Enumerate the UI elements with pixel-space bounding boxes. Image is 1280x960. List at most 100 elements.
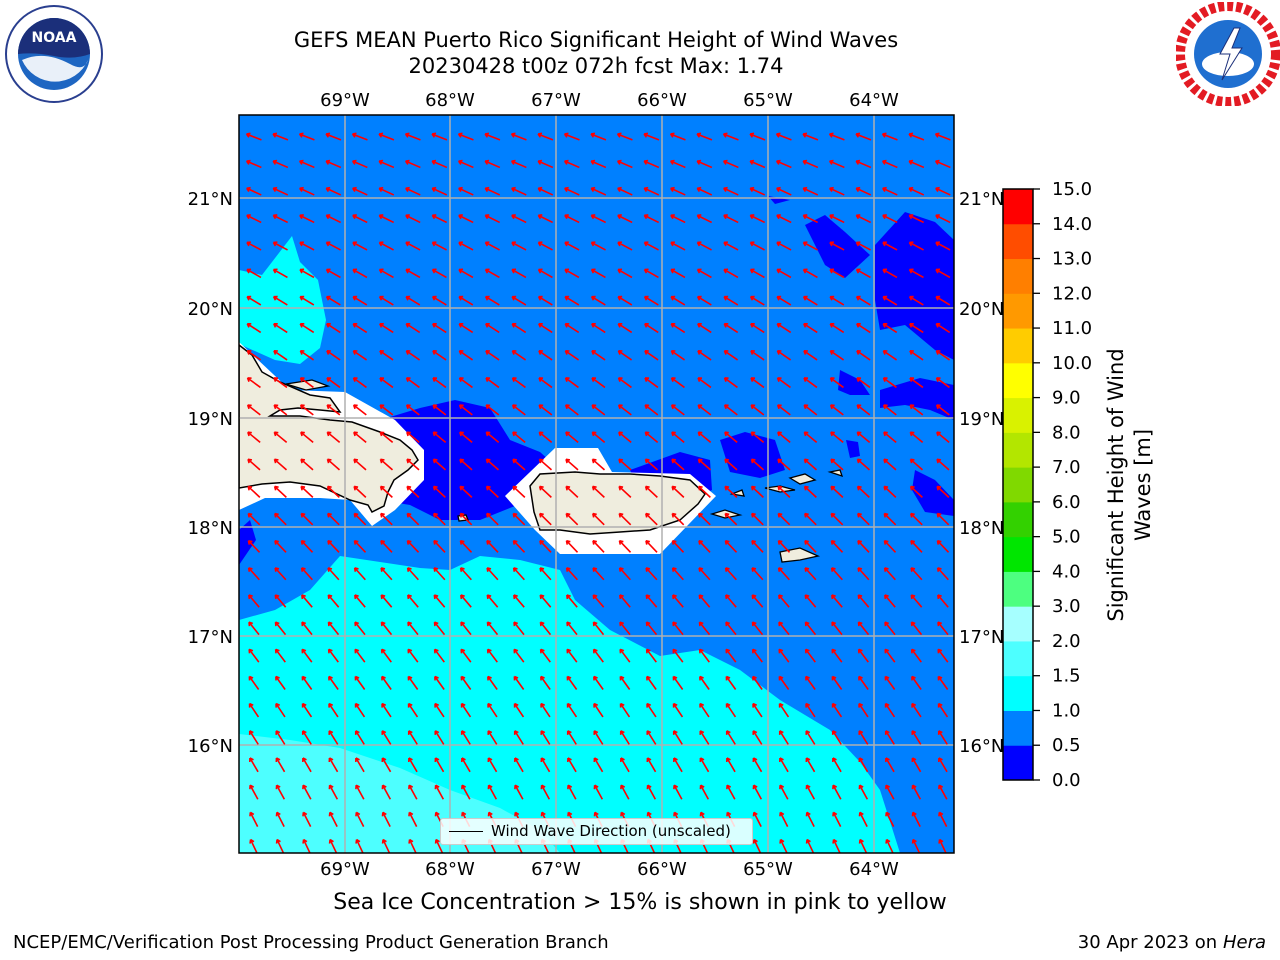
wave-direction-arrow [432,458,447,471]
wave-direction-arrowhead [539,512,544,518]
wave-direction-arrowhead [405,350,411,355]
wave-direction-arrow [458,268,474,279]
wave-direction-arrowhead [726,757,731,763]
wave-direction-arrowhead [512,539,518,545]
wave-direction-arrow [617,323,633,334]
wave-direction-arrowhead [460,621,466,627]
wave-direction-arrow [935,214,951,224]
wave-direction-arrow [327,485,340,498]
lat-label-right: 21°N [959,189,1004,210]
wave-direction-arrowhead [725,675,731,681]
colorbar-segment [1003,189,1033,225]
wave-direction-arrowhead [645,621,651,627]
wave-direction-arrow [804,567,817,581]
wave-direction-arrowhead [274,594,280,600]
wave-direction-arrowhead [908,132,914,138]
wave-direction-arrowhead [434,811,440,817]
wave-direction-arrowhead [909,377,915,382]
wave-direction-arrowhead [431,241,437,247]
wave-direction-arrow [434,784,445,800]
wave-direction-arrowhead [539,621,545,627]
wave-direction-arrowhead [831,675,837,681]
wave-direction-arrowhead [752,838,758,844]
wave-direction-arrow [830,404,844,416]
wave-direction-arrow [513,621,525,636]
wave-direction-arrowhead [512,458,518,464]
wave-direction-arrow [405,187,421,196]
wave-direction-arrowhead [855,241,861,247]
wave-direction-arrow [832,812,842,827]
wave-direction-arrowhead [802,186,808,193]
wave-direction-arrow [434,703,445,718]
wave-direction-arrowhead [353,567,359,572]
wave-direction-arrowhead [565,485,571,491]
wave-direction-arrowhead [513,594,518,600]
wave-direction-arrow [355,784,365,800]
wave-direction-arrowhead [696,159,702,165]
wave-direction-arrow [618,458,632,471]
wave-direction-arrow [882,187,898,196]
wave-direction-arrowhead [698,539,704,545]
colorbar-tick-label: 5.0 [1052,527,1081,548]
wave-direction-arrowhead [935,241,940,247]
wave-direction-arrow [672,676,684,690]
wave-direction-arrow [564,160,580,169]
wave-direction-arrowhead [671,458,677,464]
wave-direction-arrow [591,431,606,444]
wave-direction-arrowhead [353,485,359,491]
wave-direction-arrow [620,730,630,745]
wave-direction-arrowhead [354,675,360,681]
wave-direction-arrow [935,295,951,306]
colorbar-tick-label: 13.0 [1052,249,1092,270]
colorbar-title-line1: Significant Height of Wind [1104,348,1128,621]
wave-direction-arrowhead [646,811,652,817]
wave-direction-arrow [565,458,579,471]
wave-direction-arrow [272,187,289,196]
wave-direction-arrowhead [274,539,280,545]
wave-direction-arrow [696,187,713,196]
wave-direction-arrowhead [856,377,862,382]
wave-direction-arrowhead [752,784,758,790]
wave-direction-arrowhead [805,730,811,735]
wave-direction-arrowhead [275,811,281,817]
wave-direction-arrow [725,676,737,690]
colorbar-segment [1003,432,1033,468]
wave-direction-arrowhead [696,268,702,274]
wave-direction-arrow [327,567,340,581]
wave-direction-arrow [673,730,683,745]
wave-direction-arrow [302,839,311,853]
wave-direction-arrow [326,458,341,471]
wave-direction-arrowhead [725,621,731,627]
wave-direction-arrowhead [299,295,305,301]
wave-direction-arrow [301,648,313,663]
wave-direction-arrow [908,214,925,224]
footer-date: 30 Apr 2023 on Hera [1078,932,1266,953]
colorbar-title-line2: Waves [m] [1131,429,1155,541]
wave-direction-arrowhead [248,675,254,681]
wave-direction-arrow [512,404,526,416]
right-latitude-labels: 21°N 20°N 19°N 18°N 17°N 16°N [959,189,1004,757]
wave-direction-arrowhead [272,214,278,220]
wave-direction-arrowhead [458,295,464,301]
wave-direction-arrowhead [855,295,861,301]
wave-direction-arrowhead [936,458,942,464]
wave-direction-arrow [803,350,818,361]
wave-direction-arrow [299,160,315,169]
wave-direction-arrowhead [672,621,678,627]
wave-direction-arrow [432,404,447,416]
wave-direction-arrowhead [590,132,596,138]
wave-direction-arrow [566,594,578,608]
wave-direction-arrow [355,730,365,745]
wave-direction-arrowhead [486,539,492,545]
wave-direction-arrowhead [433,621,439,627]
wave-direction-arrowhead [908,214,914,220]
wave-direction-arrow [725,703,737,718]
wave-direction-arrow [830,485,844,498]
wave-direction-arrow [620,784,630,800]
wave-direction-arrowhead [617,350,623,355]
wave-direction-arrowhead [512,485,518,491]
wave-direction-arrow [646,648,657,663]
footer-host: Hera [1222,932,1266,953]
wave-direction-arrow [723,241,739,251]
wave-direction-arrow [352,187,368,196]
